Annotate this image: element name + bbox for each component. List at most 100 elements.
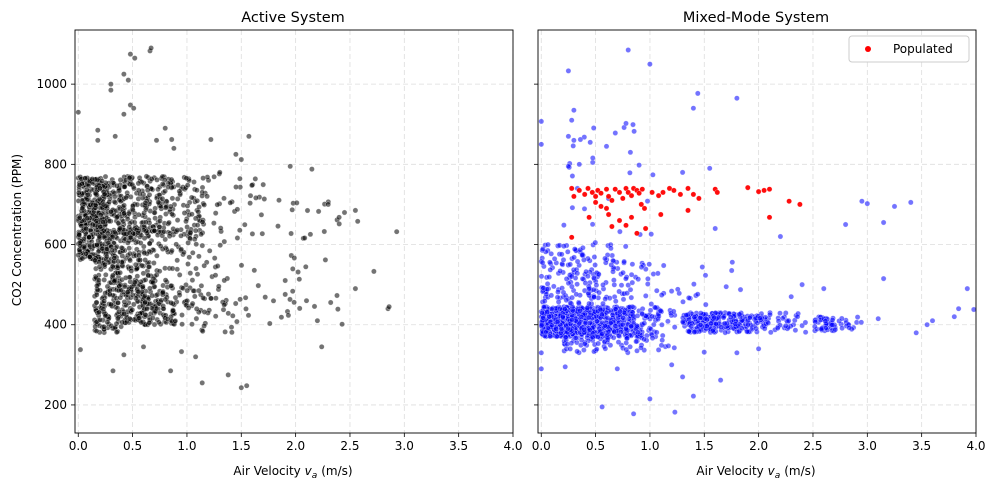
right-x-ticks: 0.0 0.5 1.0 1.5 2.0 2.5 3.0 3.5 4.0 [532,433,986,453]
data-point [690,105,697,111]
data-point [259,230,266,237]
data-point [586,300,592,307]
data-point [603,143,610,150]
data-point [592,239,599,246]
y-tick-label: 1000 [36,77,67,91]
data-point [655,270,661,277]
data-point [127,257,133,264]
data-point [94,282,100,289]
legend-box [848,35,970,63]
data-point [635,329,641,336]
data-point [183,218,189,225]
data-point [618,282,625,289]
left-y-ticks: 200 400 600 800 1000 [36,77,75,412]
data-point [234,206,241,213]
x-tick-label: 1.0 [640,439,659,453]
data-point [121,111,127,117]
data-point [581,326,588,333]
data-point [214,263,221,269]
data-point [198,231,204,238]
data-point [711,314,718,321]
data-point [77,214,83,221]
data-point [166,219,172,226]
populated-point [685,185,691,192]
data-point [137,240,144,246]
data-point [156,319,162,326]
data-point [704,323,710,330]
data-point [644,198,651,204]
data-point [554,294,561,301]
data-point [571,254,577,261]
populated-point [634,230,640,237]
data-point [768,329,774,336]
data-point [115,258,121,265]
data-point [189,277,196,283]
data-point [131,55,138,61]
data-point [110,367,116,374]
data-point [646,261,653,268]
data-point [95,127,101,133]
data-point [76,182,83,188]
data-point [611,328,618,335]
data-point [680,318,686,325]
data-point [215,283,222,290]
left-scatter-points [75,45,400,391]
data-point [543,291,550,298]
data-point [132,261,139,268]
populated-point [677,191,684,198]
data-point [679,169,686,176]
data-point [76,232,83,238]
data-point [184,203,191,209]
data-point [221,277,228,284]
data-point [638,344,644,351]
y-tick-label: 400 [44,318,67,332]
data-point [97,317,103,323]
data-point [580,244,586,251]
data-point [142,276,149,283]
data-point [183,175,190,181]
data-point [285,312,292,319]
data-point [117,269,123,276]
data-point [162,188,168,194]
data-point [647,61,653,67]
data-point [615,332,622,339]
data-point [648,301,655,307]
populated-point [603,205,610,212]
data-point [608,245,614,252]
data-point [602,296,609,302]
data-point [561,222,567,228]
data-point [199,184,206,191]
data-point [148,305,155,311]
data-point [574,281,580,288]
data-point [590,125,597,131]
data-point [130,105,137,111]
populated-point [609,197,615,204]
data-point [589,334,596,341]
data-point [179,312,185,318]
data-point [278,314,285,321]
data-point [589,221,596,228]
data-point [665,318,671,325]
right-y-ticks [534,83,538,406]
data-point [688,323,695,330]
data-point [301,235,308,241]
populated-point [592,199,599,206]
data-point [634,312,641,319]
populated-point [766,214,773,221]
data-point [130,207,136,213]
data-point [627,286,634,293]
data-point [623,326,629,332]
data-point [252,176,259,182]
data-point [129,306,136,313]
data-point [858,319,865,326]
data-point [237,296,243,303]
data-point [92,257,98,264]
data-point [145,272,152,279]
legend: Populated [848,35,970,63]
y-tick-label: 600 [44,238,67,252]
data-point [595,340,602,347]
data-point [839,315,845,322]
data-point [289,266,296,272]
data-point [126,245,132,251]
data-point [130,301,137,308]
